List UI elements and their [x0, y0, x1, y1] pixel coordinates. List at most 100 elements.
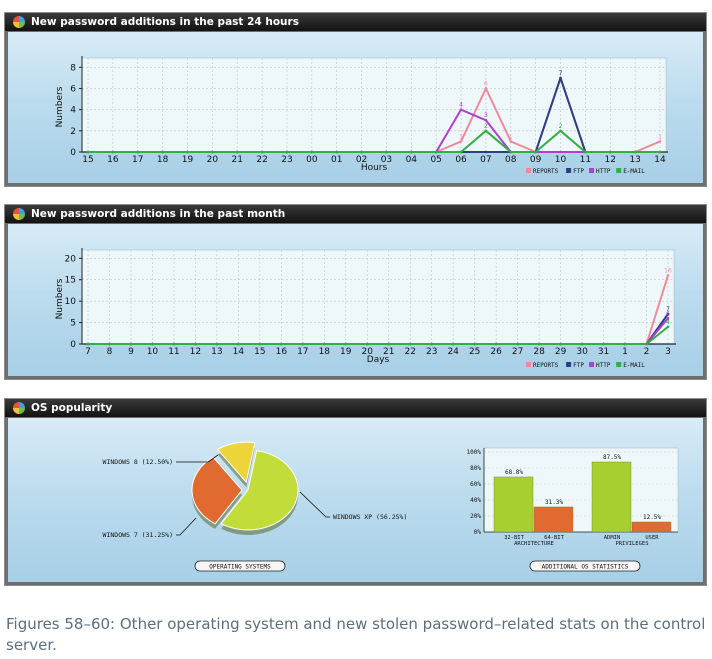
pie-leader-line — [176, 454, 219, 463]
data-point — [434, 150, 438, 154]
data-label: 7 — [559, 70, 563, 77]
data-point — [509, 150, 513, 154]
bar-group-label: PRIVILEGES — [615, 541, 648, 547]
x-tick-label: 00 — [306, 155, 318, 165]
data-point — [285, 150, 289, 154]
x-tick-label: 15 — [254, 347, 265, 357]
x-tick-label: 13 — [629, 155, 640, 165]
x-tick-label: 04 — [406, 155, 418, 165]
data-point — [365, 342, 369, 346]
y-tick-label: 10 — [65, 297, 77, 307]
x-tick-label: 24 — [447, 347, 459, 357]
pie-leader-line — [176, 517, 197, 536]
data-point — [385, 150, 388, 154]
x-tick-label: 06 — [455, 155, 467, 165]
x-tick-label: 11 — [168, 347, 179, 357]
x-tick-label: 23 — [426, 347, 437, 357]
bar-value-label: 12.5% — [643, 514, 661, 521]
additional-os-statistics-button-bg[interactable] — [529, 560, 641, 572]
data-point — [86, 342, 90, 346]
series-line-e-mail — [88, 129, 660, 153]
y-tick-label: 0 — [70, 148, 76, 158]
data-label: 2 — [559, 123, 563, 130]
data-point — [408, 342, 412, 346]
data-point — [430, 342, 434, 346]
globe-logo-icon — [13, 208, 25, 220]
legend-label: E-MAIL — [623, 168, 645, 175]
pie-label: WINDOWS XP (56.25%) — [333, 513, 407, 521]
x-tick-label: 29 — [555, 347, 567, 357]
x-tick-label: 20 — [207, 155, 219, 165]
data-point — [258, 342, 262, 346]
x-tick-label: 7 — [85, 347, 91, 357]
data-point — [301, 342, 305, 346]
x-tick-label: 1 — [622, 347, 628, 357]
panel-body: 0 5 10 15 20 7 8 9 10 11 12 13 14 15 16 17 18 19 20 21 22 23 2… — [8, 224, 703, 376]
panel-title: OS popularity — [31, 402, 113, 414]
y-tick-label: 20 — [65, 254, 77, 264]
data-point — [322, 342, 326, 346]
operating-systems-button-bg[interactable] — [194, 560, 286, 572]
y-tick-label: 0 — [70, 340, 76, 350]
data-point — [534, 150, 537, 154]
bar-group-label: ARCHITECTURE — [514, 541, 554, 547]
y-tick-label: 6 — [70, 84, 76, 94]
data-label: 6 — [484, 80, 488, 87]
x-tick-label: 8 — [107, 347, 113, 357]
plot-area — [81, 57, 667, 153]
legend-label: REPORTS — [533, 168, 559, 175]
data-point — [194, 342, 197, 346]
x-tick-label: 03 — [381, 155, 392, 165]
data-point — [410, 150, 413, 154]
data-point — [559, 129, 562, 133]
x-axis-label: Days — [367, 355, 390, 365]
data-point — [344, 342, 348, 346]
x-tick-label: 12 — [190, 347, 201, 357]
x-tick-label: 28 — [533, 347, 545, 357]
data-point — [666, 316, 670, 320]
data-label: 4 — [666, 319, 670, 326]
x-tick-label: 18 — [157, 155, 169, 165]
x-tick-label: 2 — [644, 347, 650, 357]
x-tick-label: 26 — [490, 347, 502, 357]
panel-header: OS popularity — [5, 399, 706, 417]
panel-hourly: New password additions in the past 24 ho… — [4, 12, 707, 187]
y-tick-label: 4 — [70, 106, 76, 116]
y-tick-label: 2 — [70, 127, 76, 137]
x-tick-label: 02 — [356, 155, 367, 165]
data-point — [108, 342, 111, 346]
panel-body: WINDOWS XP (56.25%) WINDOWS 7 (31.25%) WIN… — [8, 418, 703, 582]
panel-title: New password additions in the past month — [31, 208, 286, 220]
operating-systems-button[interactable]: OPERATING SYSTEMS — [209, 564, 271, 571]
x-tick-label: 08 — [505, 155, 517, 165]
x-tick-label: 17 — [297, 347, 308, 357]
panel-header: New password additions in the past 24 ho… — [5, 13, 706, 31]
bar — [631, 521, 672, 533]
data-label: 3 — [484, 112, 488, 119]
data-point — [260, 150, 264, 154]
data-point — [516, 342, 519, 346]
x-tick-label: 09 — [530, 155, 542, 165]
data-point — [484, 150, 488, 154]
x-tick-label: 20 — [362, 347, 374, 357]
pie-leader-line — [299, 491, 330, 518]
y-tick-label: 5 — [70, 319, 76, 329]
additional-os-statistics-button[interactable]: ADDITIONAL OS STATISTICS — [542, 564, 629, 571]
x-tick-label: 27 — [512, 347, 523, 357]
data-label: 1 — [509, 133, 513, 140]
x-tick-label: 10 — [147, 347, 159, 357]
data-point — [129, 342, 133, 346]
y-tick-label: 8 — [70, 63, 76, 73]
x-tick-label: 17 — [132, 155, 143, 165]
data-point — [623, 342, 627, 346]
data-point — [459, 108, 463, 111]
legend-label: FTP — [573, 362, 584, 369]
data-point — [335, 150, 338, 154]
data-point — [494, 342, 498, 346]
legend-swatch — [589, 362, 594, 367]
x-tick-label: 23 — [281, 155, 292, 165]
x-tick-label: 01 — [331, 155, 342, 165]
data-point — [658, 150, 662, 154]
globe-logo-icon — [13, 402, 25, 414]
y-axis-label: Numbers — [55, 86, 65, 127]
